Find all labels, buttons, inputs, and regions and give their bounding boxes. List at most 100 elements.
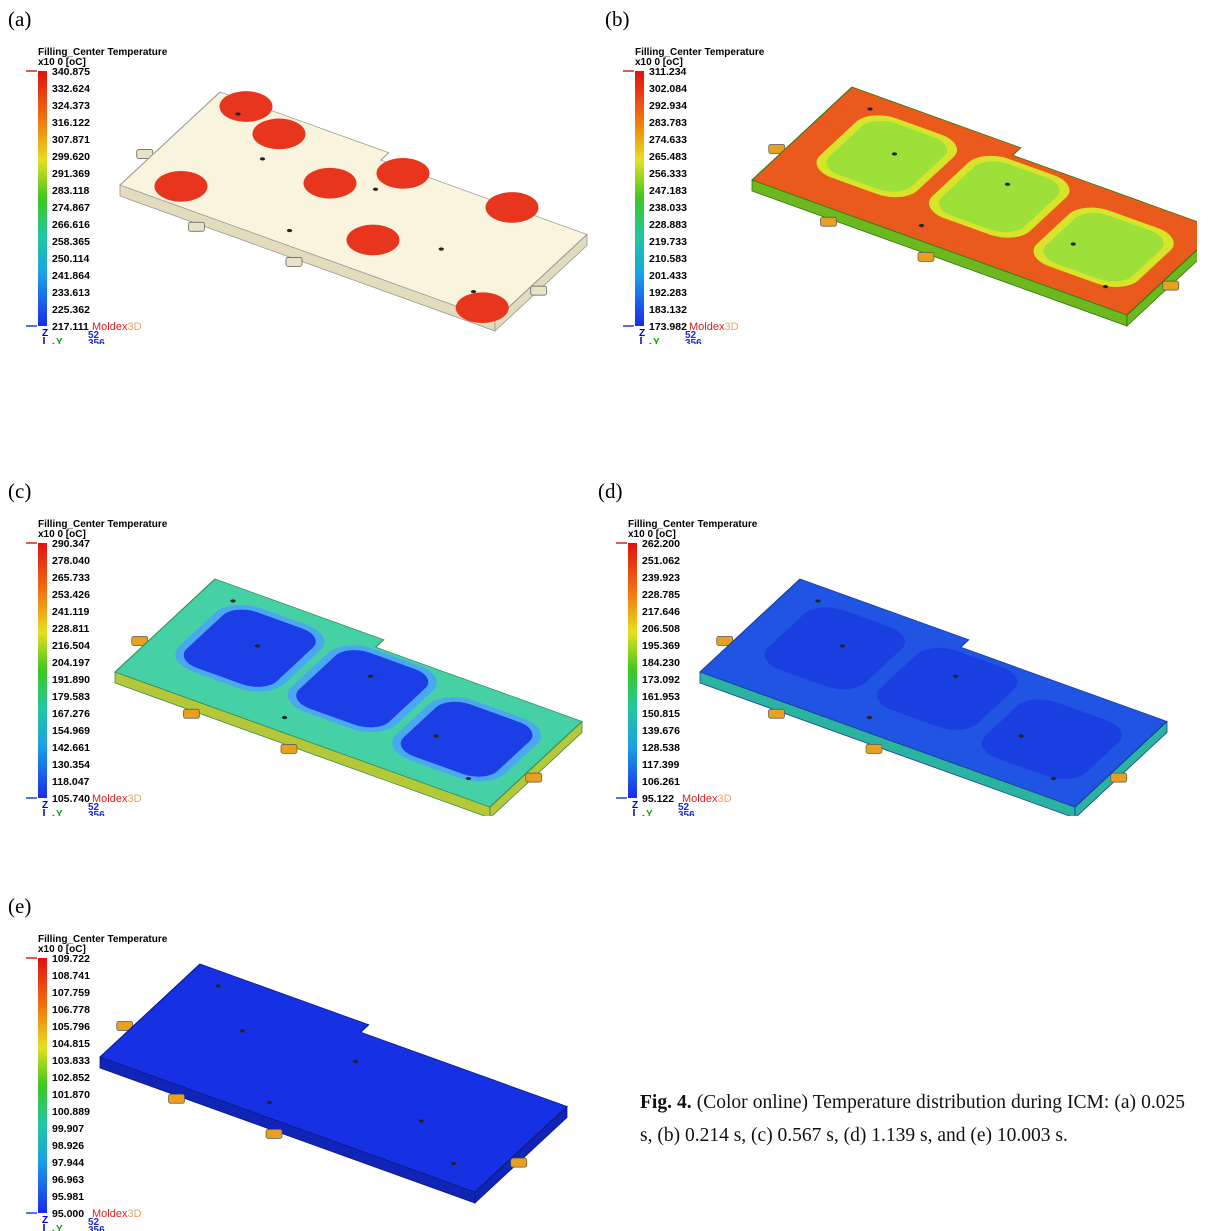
legend-value: 101.870 [52,1089,90,1101]
view-number: 356 [678,810,695,816]
legend-value: 105.796 [52,1021,90,1033]
legend-value: 340.875 [52,66,90,78]
view-number: 356 [88,338,105,344]
tab [286,257,302,266]
legend-value: 206.508 [642,623,680,635]
legend-value: 283.118 [52,185,90,197]
legend-value: 95.981 [52,1191,84,1203]
legend-value: 274.633 [649,134,687,146]
legend-value: 217.111 [52,321,89,333]
part [700,579,1175,816]
colorbar [38,543,47,798]
legend-value: 241.864 [52,270,90,282]
panel-label: (e) [8,894,31,918]
legend-value: 210.583 [649,253,687,265]
legend-value: 154.969 [52,725,90,737]
legend-value: 161.953 [642,691,680,703]
panel: (b)Filling_Center Temperaturex10 0 [oC]3… [597,0,1197,344]
panel-label: (a) [8,7,31,31]
tab [266,1129,282,1138]
legend-value: 139.676 [642,725,680,737]
legend-value: 299.620 [52,151,90,163]
legend-value: 216.504 [52,640,90,652]
logo-suffix: 3D [717,793,731,805]
legend-value: 95.000 [52,1208,84,1220]
logo: Moldex3D [92,793,142,805]
legend-value: 247.183 [649,185,687,197]
legend-value: 150.815 [642,708,680,720]
part [112,83,600,331]
part-face [100,964,575,1192]
logo: Moldex3D [682,793,732,805]
figure-page: Fig. 4. (Color online) Temperature distr… [0,0,1208,1231]
caption-text: (Color online) Temperature distribution … [640,1092,1185,1146]
logo-suffix: 3D [724,321,738,333]
legend-value: 291.369 [52,168,90,180]
legend-value: 173.982 [649,321,687,333]
axis-label: Z [639,328,645,339]
legend-value: 102.852 [52,1072,90,1084]
legend-value: 250.114 [52,253,90,265]
legend-value: 253.426 [52,589,90,601]
logo: Moldex3D [689,321,739,333]
legend-value: 204.197 [52,657,90,669]
legend-value: 192.283 [649,287,687,299]
legend-value: 266.616 [52,219,90,231]
legend-value: 225.362 [52,304,90,316]
legend-value: 311.234 [649,66,687,78]
legend-value: 97.944 [52,1157,84,1169]
legend-value: 167.276 [52,708,90,720]
legend-value: 332.624 [52,83,90,95]
legend-value: 292.934 [649,100,687,112]
axis-line [44,815,54,816]
legend-value: 103.833 [52,1055,90,1067]
legend-value: 191.890 [52,674,90,686]
legend-value: 106.778 [52,1004,90,1016]
part-top [115,579,590,807]
legend-value: 107.759 [52,987,90,999]
colorbar [38,71,47,326]
legend-value: 109.722 [52,953,90,965]
legend-value: 290.347 [52,538,90,550]
logo-suffix: 3D [127,1208,141,1220]
axis-line [641,343,651,344]
legend-value: 262.200 [642,538,680,550]
colorbar [628,543,637,798]
logo: Moldex3D [92,321,142,333]
tab [184,709,200,718]
legend-value: 241.119 [52,606,90,618]
axis-line [634,815,644,816]
legend-value: 105.740 [52,793,90,805]
legend-value: 228.811 [52,623,90,635]
legend-value: 106.261 [642,776,680,788]
legend-value: 128.538 [642,742,680,754]
axis-label: Y [646,809,653,816]
axis-line [44,343,54,344]
panel: (d)Filling_Center Temperaturex10 0 [oC]2… [590,472,1190,816]
legend-value: 104.815 [52,1038,90,1050]
axis-label: Y [56,809,63,816]
axis-label: Z [42,1215,48,1226]
legend-value: 251.062 [642,555,680,567]
panel-label: (c) [8,479,31,503]
view-number: 356 [685,338,702,344]
logo: Moldex3D [92,1208,142,1220]
part [100,964,575,1203]
legend-value: 173.092 [642,674,680,686]
legend-value: 201.433 [649,270,687,282]
axis-label: Z [42,800,48,811]
logo-suffix: 3D [127,321,141,333]
part [752,87,1197,326]
legend-value: 302.084 [649,83,687,95]
tab [281,744,297,753]
tab [821,217,837,226]
legend-value: 184.230 [642,657,680,669]
legend-value: 258.365 [52,236,90,248]
tab [1111,773,1127,782]
legend-value: 283.783 [649,117,687,129]
caption-label: Fig. 4. [640,1092,692,1113]
part-top [100,964,575,1192]
